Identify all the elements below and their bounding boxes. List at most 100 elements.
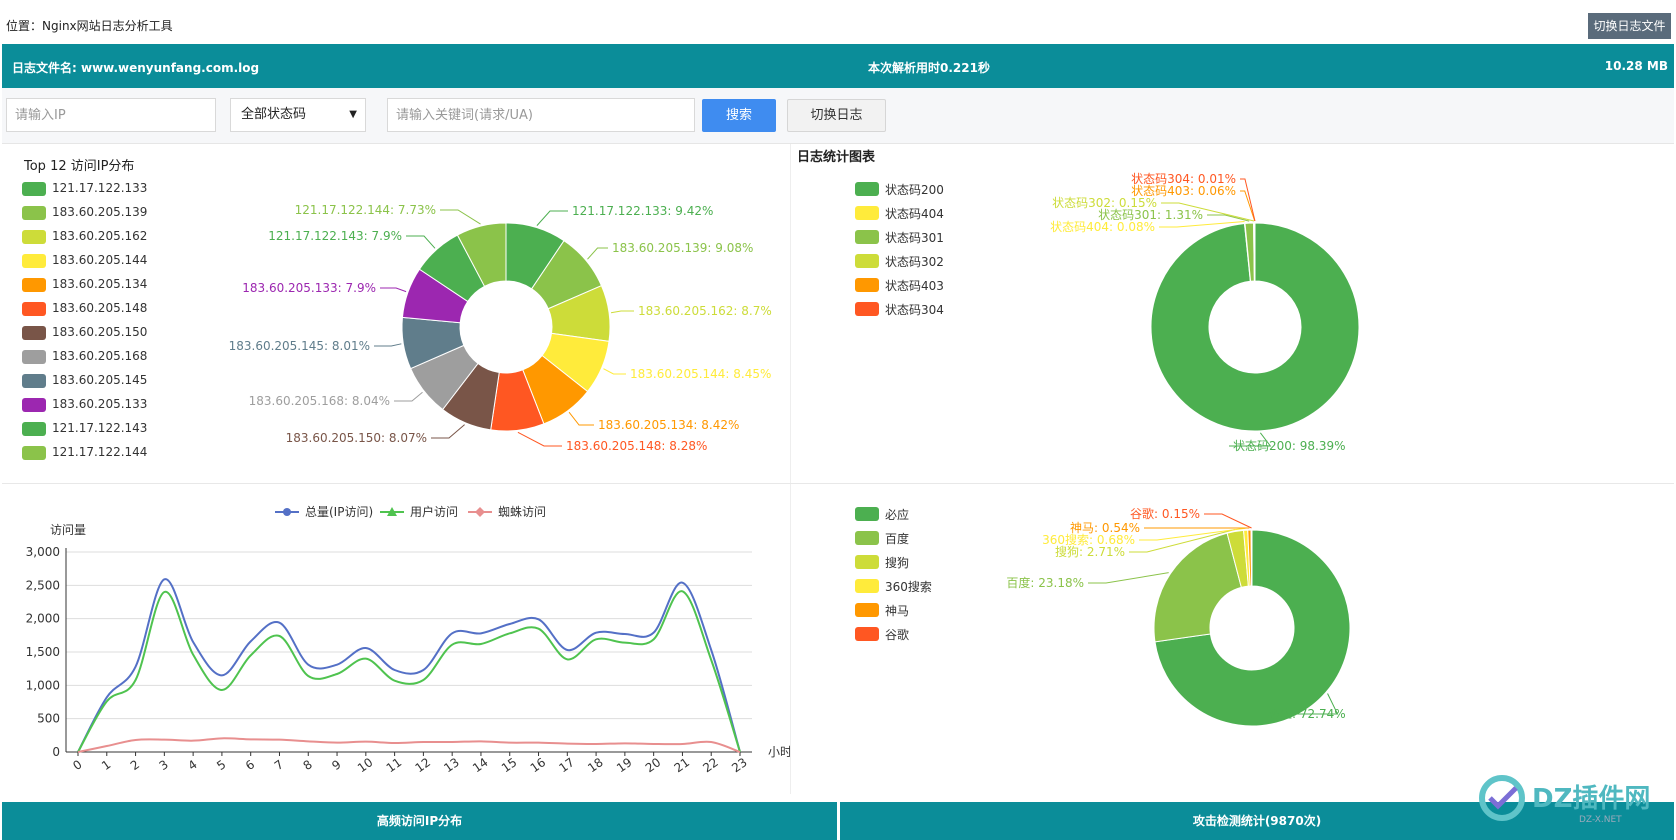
pie-slice-label: 状态码403: 0.06% (1131, 184, 1236, 198)
y-tick-label: 2,000 (26, 612, 60, 626)
legend-swatch (22, 206, 46, 220)
high-freq-ip-bar[interactable]: 高频访问IP分布 (2, 802, 837, 840)
legend-swatch (22, 182, 46, 196)
keyword-search-input[interactable] (387, 98, 695, 132)
x-tick-label: 16 (528, 755, 549, 775)
legend-label: 状态码301 (885, 231, 944, 245)
pie-label-line (1159, 221, 1245, 228)
pie-slice-label: 状态码200: 98.39% (1233, 439, 1346, 453)
legend-swatch (855, 206, 879, 220)
pie-label-line (610, 310, 634, 314)
legend-label: 121.17.122.143 (52, 421, 148, 435)
ip-search-input[interactable] (6, 98, 216, 132)
pie-slice-label: 183.60.205.150: 8.07% (286, 431, 427, 445)
pie-slice[interactable] (1153, 532, 1242, 643)
x-tick-label: 9 (329, 757, 343, 773)
legend-label: 用户访问 (410, 504, 458, 519)
pie-label-line (1129, 528, 1236, 553)
legend-swatch (855, 230, 879, 244)
watermark-sub: DZ-X.NET (1579, 815, 1622, 825)
legend-swatch (22, 398, 46, 412)
pie-label-line (1204, 513, 1252, 529)
legend-label: 状态码302 (885, 255, 944, 269)
x-tick-label: 15 (499, 755, 520, 775)
pie-slice-label: 121.17.122.133: 9.42% (572, 204, 713, 218)
pie-slice-label: 121.17.122.143: 7.9% (268, 229, 402, 243)
legend-swatch (22, 350, 46, 364)
status-pie-chart: 状态码200: 98.39% 状态码404: 0.08%状态码301: 1.31%… (1050, 172, 1360, 453)
x-tick-label: 0 (70, 757, 84, 773)
pie-slice-label: 状态码404: 0.08% (1050, 220, 1155, 234)
legend-label: 神马 (885, 604, 910, 618)
pie-label-line (1229, 432, 1272, 447)
search-button[interactable]: 搜索 (702, 99, 776, 132)
legend-swatch (855, 627, 879, 641)
pie-label-line (1161, 202, 1255, 222)
pie-label-line (374, 343, 402, 347)
legend-swatch (22, 230, 46, 244)
legend-swatch (855, 278, 879, 292)
search-engine-pie-chart: 必应: 72.74% 百度: 23.18% 搜狗: 2.71%360搜索: 0.68… (1006, 506, 1351, 727)
log-info-bar: 日志文件名: www.wenyunfang.com.log 本次解析用时0.22… (2, 44, 1674, 88)
pie-slice[interactable] (1150, 222, 1360, 432)
legend-label: 183.60.205.145 (52, 373, 148, 387)
legend-label: 183.60.205.148 (52, 301, 148, 315)
pie-slice-label: 状态码301: 1.31% (1098, 208, 1203, 222)
pie-slice-label: 183.60.205.162: 8.7% (638, 304, 772, 318)
pie-slice-label: 状态码302: 0.15% (1052, 196, 1157, 210)
x-tick-label: 4 (185, 757, 199, 773)
switch-log-button[interactable]: 切换日志 (787, 99, 886, 132)
legend-swatch (855, 603, 879, 617)
line-legend-item[interactable]: 总量(IP访问) (275, 505, 373, 519)
y-tick-label: 2,500 (26, 578, 60, 592)
location-breadcrumb: 位置：Nginx网站日志分析工具 (6, 19, 173, 33)
pie-slice-label: 183.60.205.168: 8.04% (249, 394, 390, 408)
log-file-name: 日志文件名: www.wenyunfang.com.log (12, 61, 260, 75)
legend-label: 谷歌 (885, 628, 910, 642)
legend-label: 状态码304 (885, 303, 944, 317)
line-legend-item[interactable]: 蜘蛛访问 (468, 504, 546, 519)
legend-swatch (22, 422, 46, 436)
pie-slice[interactable] (1250, 529, 1253, 587)
legend-swatch (855, 579, 879, 593)
line-legend-item[interactable]: 用户访问 (380, 504, 458, 519)
parse-time: 本次解析用时0.221秒 (868, 61, 990, 75)
pie-label-line (380, 287, 407, 293)
pie-label-line (603, 368, 626, 375)
y-axis-label: 访问量 (50, 523, 86, 537)
pie-slice-label: 183.60.205.134: 8.42% (598, 418, 739, 432)
pie-slice-label: 183.60.205.145: 8.01% (229, 339, 370, 353)
x-tick-label: 7 (272, 757, 286, 773)
pie-label-line (1139, 527, 1246, 541)
legend-swatch (855, 302, 879, 316)
y-tick-label: 0 (52, 745, 60, 759)
pie-label-line (1264, 693, 1339, 715)
x-tick-label: 3 (157, 757, 171, 773)
legend-label: 183.60.205.134 (52, 277, 148, 291)
legend-swatch (22, 374, 46, 388)
attack-stats-bar[interactable]: 攻击检测统计(9870次) (840, 802, 1674, 840)
x-tick-label: 5 (214, 757, 228, 773)
line-series (77, 737, 741, 753)
line-series (77, 578, 741, 753)
pie-slice[interactable] (456, 222, 507, 287)
y-tick-label: 1,000 (26, 678, 60, 692)
row-divider (2, 483, 1674, 484)
legend-swatch (22, 302, 46, 316)
triangle-marker-icon (387, 507, 397, 516)
status-code-select[interactable]: 全部状态码 ▼ (230, 98, 366, 132)
pie-slice[interactable] (1154, 529, 1351, 727)
pie-slice-label: 百度: 23.18% (1006, 575, 1084, 590)
legend-label: 360搜索 (885, 580, 932, 594)
x-tick-label: 18 (585, 755, 606, 775)
x-tick-label: 20 (643, 755, 664, 775)
legend-label: 183.60.205.162 (52, 229, 148, 243)
legend-label: 121.17.122.133 (52, 181, 148, 195)
legend-swatch (22, 326, 46, 340)
pie-label-line (568, 411, 594, 426)
ip-chart-title: Top 12 访问IP分布 (24, 159, 135, 174)
switch-log-file-button[interactable]: 切换日志文件 (1588, 13, 1671, 39)
legend-label: 状态码403 (885, 279, 944, 293)
legend-swatch (855, 507, 879, 521)
file-size: 10.28 MB (1604, 59, 1668, 73)
